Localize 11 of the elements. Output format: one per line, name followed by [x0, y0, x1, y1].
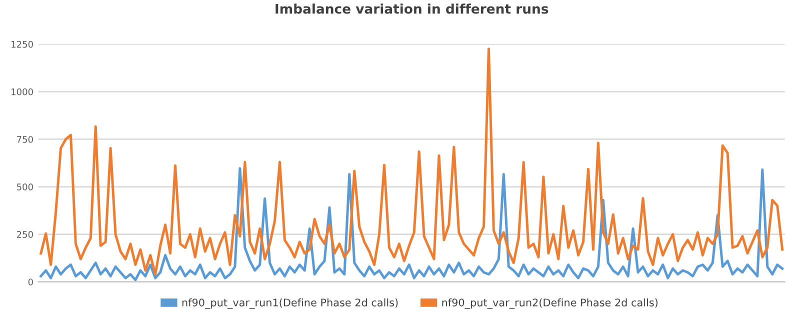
y-tick-label: 1250 [12, 40, 33, 48]
y-tick-label: 750 [17, 136, 33, 143]
y-tick-label: 1000 [12, 88, 33, 96]
legend-label: nf90_put_var_run2(Define Phase 2d calls) [442, 298, 658, 309]
line-series [40, 167, 784, 282]
chart-title: Imbalance variation in different runs [276, 4, 548, 14]
line-series [40, 48, 784, 276]
y-tick-label: 0 [28, 278, 33, 286]
y-tick-label: 500 [17, 184, 33, 190]
legend-label: nf90_put_var_run1(Define Phase 2d calls) [182, 298, 398, 309]
y-tick-label: 250 [16, 231, 33, 238]
